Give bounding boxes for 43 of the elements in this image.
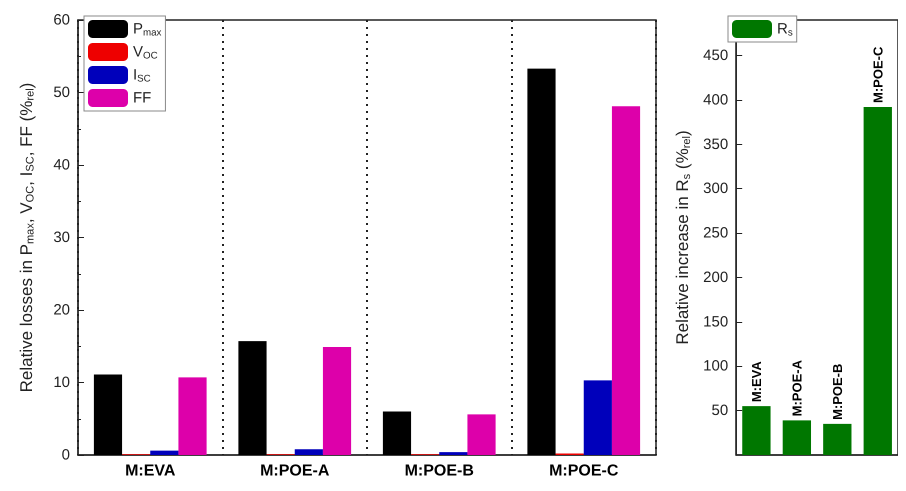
- x-tick-label: M:POE-C: [549, 462, 619, 480]
- bar: [612, 106, 640, 455]
- text: Relative losses in Pmax, VOC, ISC, FF (%rel): [16, 82, 36, 392]
- y-tick-label: 10: [53, 374, 70, 391]
- legend-label: FF: [133, 90, 152, 106]
- bar: [823, 424, 852, 455]
- y-axis-title: Relative increase in Rs (%rel): [673, 130, 693, 345]
- y-tick-label: 200: [703, 268, 728, 286]
- category-label: M:EVA: [748, 361, 764, 402]
- bar: [238, 341, 267, 455]
- y-tick-label: 40: [53, 156, 70, 174]
- y-tick-label: 50: [53, 84, 70, 101]
- y-tick-label: 100: [703, 358, 728, 375]
- bar: [322, 346, 352, 455]
- x-tick-label: M:POE-A: [260, 462, 330, 480]
- category-label: M:POE-B: [830, 364, 845, 420]
- x-tick-label: M:EVA: [125, 462, 176, 480]
- y-tick-label: 350: [703, 136, 728, 153]
- bar: [439, 452, 468, 455]
- bar: [467, 414, 496, 455]
- bar: [150, 450, 178, 455]
- bar: [294, 449, 323, 455]
- bar: [382, 412, 412, 455]
- bar: [864, 107, 892, 455]
- y-tick-label: 300: [703, 180, 728, 198]
- bar: [742, 406, 771, 455]
- y-tick-label: 250: [703, 224, 728, 242]
- y-tick-label: 30: [53, 229, 70, 246]
- y-tick-label: 60: [53, 12, 70, 28]
- y-tick-label: 20: [53, 302, 70, 318]
- x-tick-label: M:POE-B: [404, 462, 474, 480]
- y-tick-label: 150: [703, 313, 728, 330]
- bar: [782, 420, 812, 455]
- y-tick-label: 0: [62, 446, 70, 464]
- bar: [584, 380, 612, 455]
- bar: [94, 374, 122, 455]
- y-tick-label: 450: [703, 47, 728, 64]
- bar: [178, 377, 207, 455]
- y-tick-label: 400: [703, 91, 728, 108]
- category-label: M:POE-C: [870, 46, 886, 103]
- category-label: M:POE-A: [789, 360, 804, 416]
- bar: [527, 68, 556, 455]
- y-tick-label: 50: [711, 402, 728, 420]
